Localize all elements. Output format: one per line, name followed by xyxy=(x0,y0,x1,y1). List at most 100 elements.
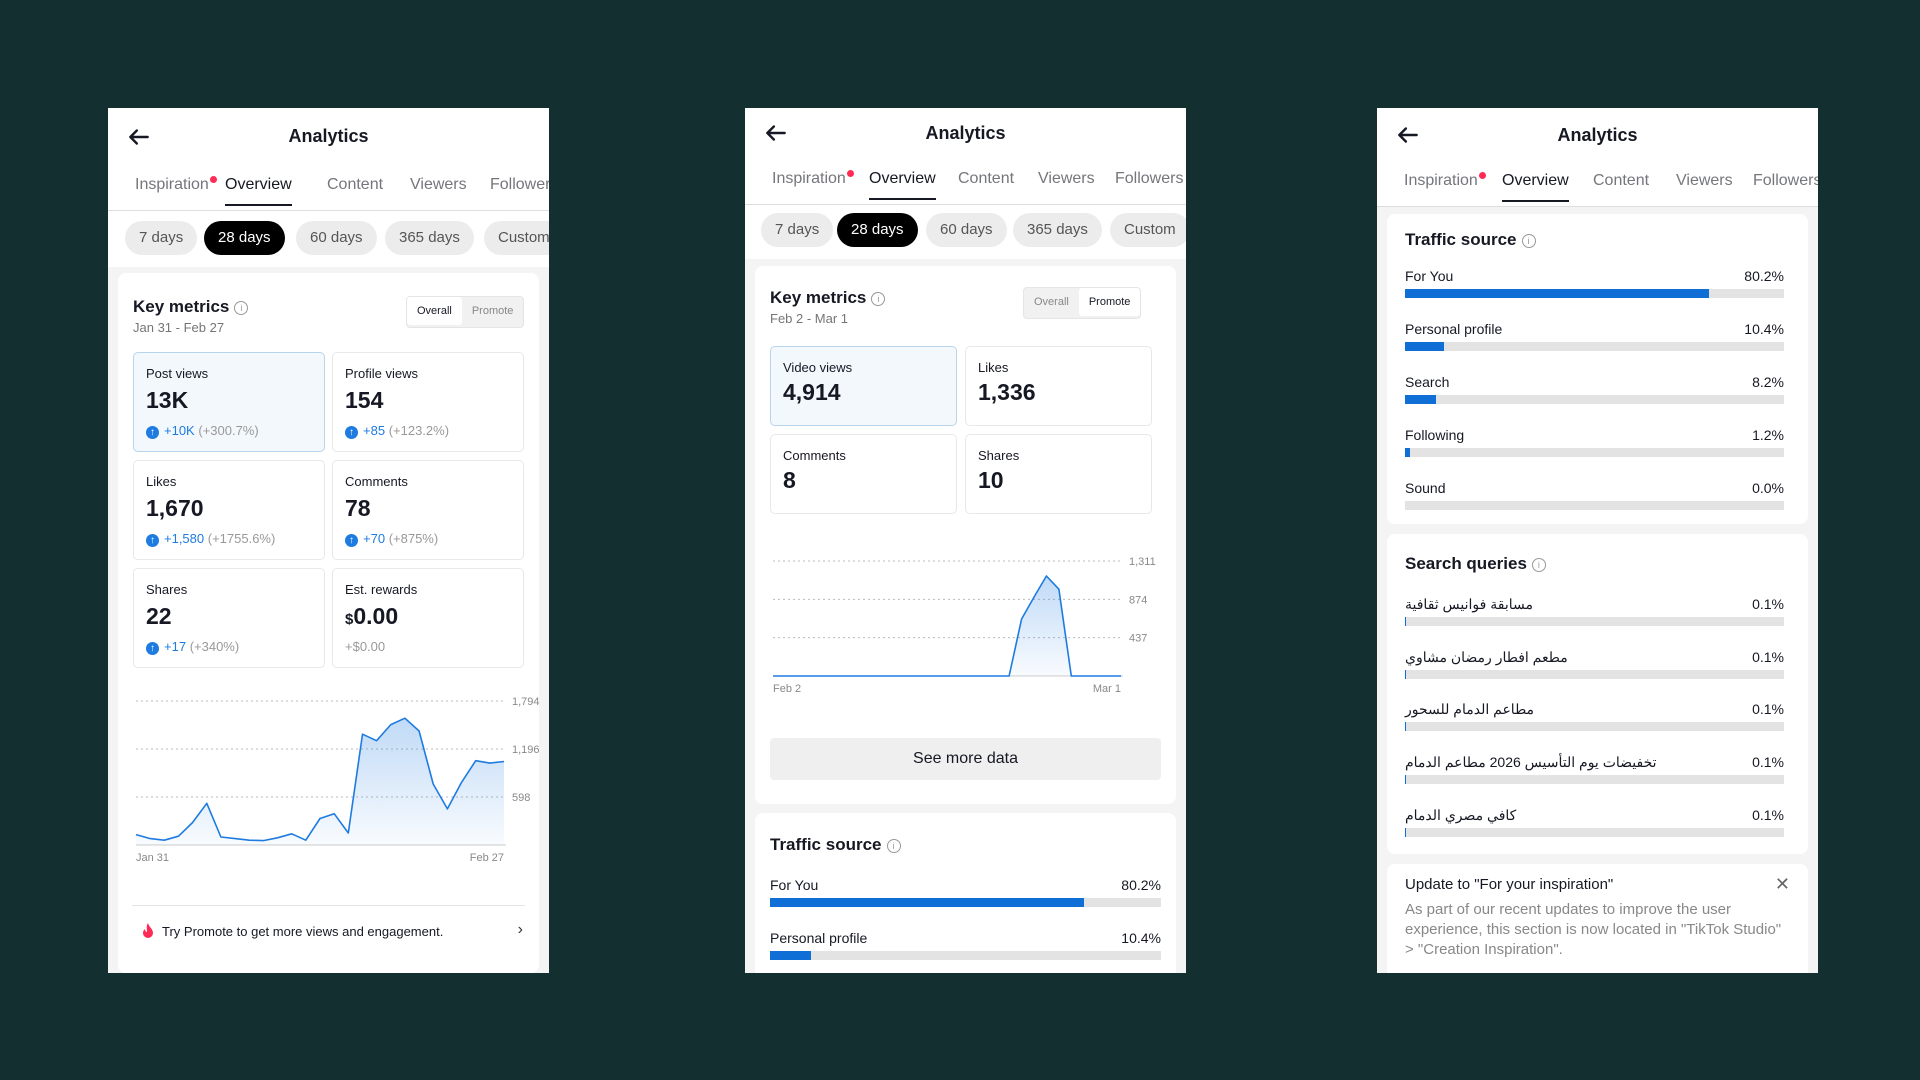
search-query-row: مطعم افطار رمضان مشاوي 0.1% xyxy=(1405,649,1784,689)
metric-comments[interactable]: Comments 78 ↑ +70 (+875%) xyxy=(332,460,524,560)
progress-track xyxy=(1405,775,1784,784)
metric-value: 22 xyxy=(146,603,172,629)
progress-track xyxy=(1405,342,1784,351)
arrow-left-icon[interactable] xyxy=(1395,122,1421,148)
range-60-days[interactable]: 60 days xyxy=(296,221,377,255)
range-365-days[interactable]: 365 days xyxy=(1013,213,1102,247)
tab-content[interactable]: Content xyxy=(958,170,1015,187)
progress-fill xyxy=(1405,448,1410,457)
header: Analytics xyxy=(745,108,1186,158)
metric-comments[interactable]: Comments 8 xyxy=(770,434,957,514)
traffic-row-personal-profile: Personal profile 10.4% xyxy=(1405,321,1784,361)
x-tick-label: Feb 27 xyxy=(470,852,504,864)
series-area xyxy=(773,576,1121,676)
metric-video-views[interactable]: Video views 4,914 xyxy=(770,346,957,426)
tab-overview[interactable]: Overview xyxy=(1502,172,1569,202)
range-custom[interactable]: Custom xyxy=(1110,213,1186,247)
arrow-left-icon[interactable] xyxy=(126,124,152,150)
toggle-overall[interactable]: Overall xyxy=(407,297,462,325)
info-icon[interactable]: i xyxy=(886,838,901,853)
header: Analytics xyxy=(108,108,549,164)
range-7-days[interactable]: 7 days xyxy=(761,213,834,247)
tab-inspiration[interactable]: Inspiration xyxy=(772,170,854,198)
arrow-up-icon: ↑ xyxy=(345,426,358,439)
metric-change: ↑ +70 (+875%) xyxy=(345,531,438,547)
video-views-chart: 437 874 1,311 Feb 2 Mar 1 xyxy=(773,556,1156,695)
arrow-left-icon[interactable] xyxy=(763,120,789,146)
series-line xyxy=(773,575,1121,677)
tab-viewers[interactable]: Viewers xyxy=(410,176,467,193)
metric-profile-views[interactable]: Profile views 154 ↑ +85 (+123.2%) xyxy=(332,352,524,452)
see-more-data-button[interactable]: See more data xyxy=(770,738,1161,780)
toggle-overall[interactable]: Overall xyxy=(1034,296,1069,308)
info-icon[interactable]: i xyxy=(871,291,886,306)
range-28-days[interactable]: 28 days xyxy=(204,221,285,255)
tab-viewers[interactable]: Viewers xyxy=(1676,172,1733,189)
metric-post-views[interactable]: Post views 13K ↑ +10K (+300.7%) xyxy=(133,352,325,452)
arrow-up-icon: ↑ xyxy=(146,426,159,439)
tab-followers[interactable]: Followers xyxy=(1753,172,1818,189)
metric-likes[interactable]: Likes 1,336 xyxy=(965,346,1152,426)
tab-bar: Inspiration Overview Content Viewers Fol… xyxy=(108,164,549,211)
tab-content[interactable]: Content xyxy=(1593,172,1650,189)
range-60-days[interactable]: 60 days xyxy=(926,213,1007,247)
analytics-screen-3: Analytics Inspiration Overview Content V… xyxy=(1377,108,1818,973)
progress-track xyxy=(1405,670,1784,679)
search-query-row: كافي مصري الدمام 0.1% xyxy=(1405,807,1784,847)
metric-change: +$0.00 xyxy=(345,639,386,654)
search-queries-card: Search queries i مسابقة فوانيس ثقافية 0.1%… xyxy=(1387,534,1808,854)
tab-overview[interactable]: Overview xyxy=(869,170,936,200)
traffic-row-for-you: For You 80.2% xyxy=(1405,268,1784,308)
metric-shares[interactable]: Shares 10 xyxy=(965,434,1152,514)
tab-content[interactable]: Content xyxy=(327,176,384,193)
range-365-days[interactable]: 365 days xyxy=(385,221,474,255)
progress-track xyxy=(1405,828,1784,837)
traffic-source-title: Traffic source i xyxy=(1405,230,1536,250)
info-icon[interactable]: i xyxy=(234,300,249,315)
progress-track xyxy=(1405,617,1784,626)
close-icon[interactable]: ✕ xyxy=(1774,874,1790,894)
arrow-up-icon: ↑ xyxy=(146,642,159,655)
metric-label: Video views xyxy=(783,360,853,375)
progress-track xyxy=(770,951,1161,960)
notification-dot-icon xyxy=(209,176,217,183)
tab-followers[interactable]: Followers xyxy=(1115,170,1184,187)
promote-text: Try Promote to get more views and engage… xyxy=(162,924,444,939)
metric-shares[interactable]: Shares 22 ↑ +17 (+340%) xyxy=(133,568,325,668)
promote-banner[interactable]: Try Promote to get more views and engage… xyxy=(132,905,525,952)
toggle-promote[interactable]: Promote xyxy=(1078,288,1141,316)
tab-inspiration[interactable]: Inspiration xyxy=(1404,172,1486,200)
search-query-row: مسابقة فوانيس ثقافية 0.1% xyxy=(1405,596,1784,636)
metric-est-rewards[interactable]: Est. rewards $0.00 +$0.00 xyxy=(332,568,524,668)
arrow-up-icon: ↑ xyxy=(345,534,358,547)
tab-viewers[interactable]: Viewers xyxy=(1038,170,1095,187)
range-custom[interactable]: Custom xyxy=(484,221,549,255)
header: Analytics xyxy=(1377,108,1818,160)
arrow-up-icon: ↑ xyxy=(146,534,159,547)
toggle-promote[interactable]: Promote xyxy=(471,305,514,317)
tab-followers[interactable]: Followers xyxy=(490,176,549,193)
info-icon[interactable]: i xyxy=(1521,233,1536,248)
overall-promote-toggle: Overall Promote xyxy=(406,296,525,328)
info-icon[interactable]: i xyxy=(1531,557,1546,572)
metric-value: 78 xyxy=(345,495,371,521)
progress-track xyxy=(770,898,1161,907)
date-range-label: Feb 2 - Mar 1 xyxy=(770,311,849,326)
tab-overview[interactable]: Overview xyxy=(225,176,292,206)
page-title: Analytics xyxy=(288,126,369,146)
y-tick-label: 598 xyxy=(512,792,530,804)
metric-change: ↑ +85 (+123.2%) xyxy=(345,423,449,439)
notification-dot-icon xyxy=(1478,172,1486,179)
traffic-row-sound: Sound 0.0% xyxy=(1405,480,1784,520)
range-7-days[interactable]: 7 days xyxy=(125,221,198,255)
metric-value: 8 xyxy=(783,467,796,493)
metric-label: Est. rewards xyxy=(345,582,418,597)
metric-label: Comments xyxy=(345,474,408,489)
metric-label: Profile views xyxy=(345,366,418,381)
metric-likes[interactable]: Likes 1,670 ↑ +1,580 (+1755.6%) xyxy=(133,460,325,560)
key-metrics-title: Key metrics i xyxy=(133,297,249,317)
progress-track xyxy=(1405,448,1784,457)
date-range-label: Jan 31 - Feb 27 xyxy=(133,320,225,335)
tab-inspiration[interactable]: Inspiration xyxy=(135,176,217,204)
range-28-days[interactable]: 28 days xyxy=(837,213,918,247)
